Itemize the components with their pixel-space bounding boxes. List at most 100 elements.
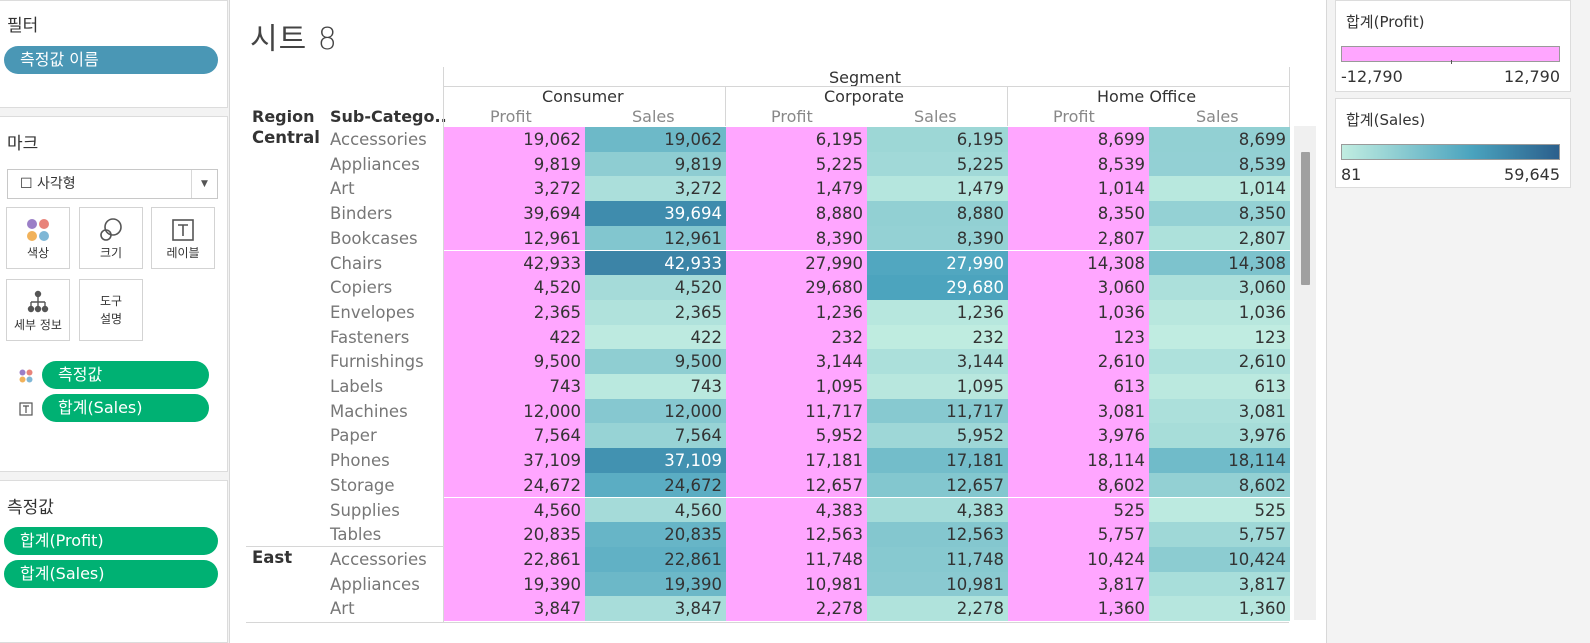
sales-cell[interactable]: 7,564 (585, 423, 726, 449)
profit-cell[interactable]: 12,563 (726, 522, 867, 547)
sales-cell[interactable]: 20,835 (585, 522, 726, 547)
profit-cell[interactable]: 1,479 (726, 176, 867, 202)
sales-cell[interactable]: 12,961 (585, 225, 726, 251)
sales-color-ramp[interactable] (1341, 144, 1560, 160)
sales-cell[interactable]: 8,602 (1149, 472, 1290, 498)
sales-cell[interactable]: 2,278 (867, 596, 1008, 621)
sales-cell[interactable]: 29,680 (867, 275, 1008, 300)
profit-cell[interactable]: 39,694 (444, 201, 585, 226)
sales-cell[interactable]: 12,000 (585, 398, 726, 424)
profit-cell[interactable]: 7,564 (444, 423, 585, 449)
sales-cell[interactable]: 422 (585, 324, 726, 350)
profit-cell[interactable]: 8,539 (1008, 151, 1149, 177)
sales-cell[interactable]: 8,350 (1149, 201, 1290, 226)
sales-cell[interactable]: 39,694 (585, 201, 726, 226)
profit-cell[interactable]: 20,835 (444, 522, 585, 547)
profit-cell[interactable]: 3,081 (1008, 398, 1149, 424)
sales-cell[interactable]: 6,195 (867, 127, 1008, 152)
vertical-scrollbar[interactable] (1294, 126, 1316, 620)
subcategory-label[interactable]: Tables (330, 525, 382, 545)
profit-cell[interactable]: 8,699 (1008, 127, 1149, 152)
subcategory-label[interactable]: Binders (330, 204, 393, 224)
subcategory-label[interactable]: Accessories (330, 130, 427, 149)
sales-cell[interactable]: 4,383 (867, 497, 1008, 523)
sales-cell[interactable]: 3,817 (1149, 571, 1290, 597)
profit-cell[interactable]: 3,060 (1008, 275, 1149, 300)
sales-cell[interactable]: 1,014 (1149, 176, 1290, 202)
sales-cell[interactable]: 9,819 (585, 151, 726, 177)
sales-cell[interactable]: 3,060 (1149, 275, 1290, 300)
profit-cell[interactable]: 5,225 (726, 151, 867, 177)
sales-cell[interactable]: 4,560 (585, 497, 726, 523)
profit-cell[interactable]: 6,195 (726, 127, 867, 152)
sales-cell[interactable]: 525 (1149, 497, 1290, 523)
sales-cell[interactable]: 10,424 (1149, 546, 1290, 572)
subcategory-label[interactable]: Storage (330, 475, 395, 495)
profit-cell[interactable]: 42,933 (444, 250, 585, 276)
sales-cell[interactable]: 8,880 (867, 201, 1008, 226)
region-label[interactable]: Central (252, 128, 320, 147)
sales-cell[interactable]: 22,861 (585, 546, 726, 572)
sales-cell[interactable]: 5,225 (867, 151, 1008, 177)
subcategory-label[interactable]: Appliances (330, 154, 420, 174)
profit-cell[interactable]: 27,990 (726, 250, 867, 276)
subcategory-label[interactable]: Art (330, 599, 355, 619)
profit-cell[interactable]: 12,000 (444, 398, 585, 424)
profit-cell[interactable]: 4,560 (444, 497, 585, 523)
sales-cell[interactable]: 12,563 (867, 522, 1008, 547)
sales-cell[interactable]: 3,144 (867, 349, 1008, 374)
sales-cell[interactable]: 2,610 (1149, 349, 1290, 374)
profit-cell[interactable]: 18,114 (1008, 448, 1149, 473)
sales-cell[interactable]: 3,272 (585, 176, 726, 202)
size-button[interactable]: 크기 (79, 207, 143, 269)
profit-cell[interactable]: 14,308 (1008, 250, 1149, 276)
profit-cell[interactable]: 3,144 (726, 349, 867, 374)
color-button[interactable]: 색상 (6, 207, 70, 269)
profit-cell[interactable]: 19,062 (444, 127, 585, 152)
chevron-down-icon[interactable]: ▼ (191, 170, 217, 198)
sales-cell[interactable]: 12,657 (867, 472, 1008, 498)
profit-cell[interactable]: 2,365 (444, 299, 585, 325)
scrollbar-thumb[interactable] (1301, 152, 1310, 285)
profit-cell[interactable]: 743 (444, 374, 585, 399)
profit-cell[interactable]: 11,717 (726, 398, 867, 424)
profit-cell[interactable]: 1,095 (726, 374, 867, 399)
sales-cell[interactable]: 1,479 (867, 176, 1008, 202)
profit-cell[interactable]: 12,657 (726, 472, 867, 498)
sales-cell[interactable]: 27,990 (867, 250, 1008, 276)
subcategory-label[interactable]: Envelopes (330, 302, 415, 322)
profit-cell[interactable]: 1,014 (1008, 176, 1149, 202)
profit-cell[interactable]: 8,880 (726, 201, 867, 226)
profit-cell[interactable]: 422 (444, 324, 585, 350)
profit-cell[interactable]: 22,861 (444, 546, 585, 572)
profit-cell[interactable]: 1,036 (1008, 299, 1149, 325)
sales-cell[interactable]: 19,062 (585, 127, 726, 152)
profit-cell[interactable]: 37,109 (444, 448, 585, 473)
sales-cell[interactable]: 2,807 (1149, 225, 1290, 251)
sales-cell[interactable]: 3,081 (1149, 398, 1290, 424)
sales-cell[interactable]: 4,520 (585, 275, 726, 300)
subcategory-label[interactable]: Bookcases (330, 228, 418, 248)
sales-cell[interactable]: 743 (585, 374, 726, 399)
profit-cell[interactable]: 8,390 (726, 225, 867, 251)
subcategory-label[interactable]: Chairs (330, 253, 383, 273)
region-label[interactable]: East (252, 547, 293, 567)
sales-cell[interactable]: 2,365 (585, 299, 726, 325)
sales-cell[interactable]: 123 (1149, 324, 1290, 350)
sales-cell[interactable]: 5,952 (867, 423, 1008, 449)
label-button[interactable]: 레이블 (151, 207, 215, 269)
profit-cell[interactable]: 9,500 (444, 349, 585, 374)
color-pill-measure-values[interactable]: 측정값 (42, 361, 209, 389)
profit-color-ramp[interactable] (1341, 46, 1560, 64)
sales-cell[interactable]: 5,757 (1149, 522, 1290, 547)
sales-cell[interactable]: 3,847 (585, 596, 726, 621)
subcategory-label[interactable]: Supplies (330, 500, 400, 520)
sales-cell[interactable]: 232 (867, 324, 1008, 350)
mark-type-dropdown[interactable]: ☐ 사각형 ▼ (7, 169, 218, 199)
profit-cell[interactable]: 1,236 (726, 299, 867, 325)
sales-cell[interactable]: 11,717 (867, 398, 1008, 424)
sales-cell[interactable]: 8,539 (1149, 151, 1290, 177)
profit-cell[interactable]: 11,748 (726, 546, 867, 572)
profit-cell[interactable]: 10,424 (1008, 546, 1149, 572)
profit-cell[interactable]: 17,181 (726, 448, 867, 473)
